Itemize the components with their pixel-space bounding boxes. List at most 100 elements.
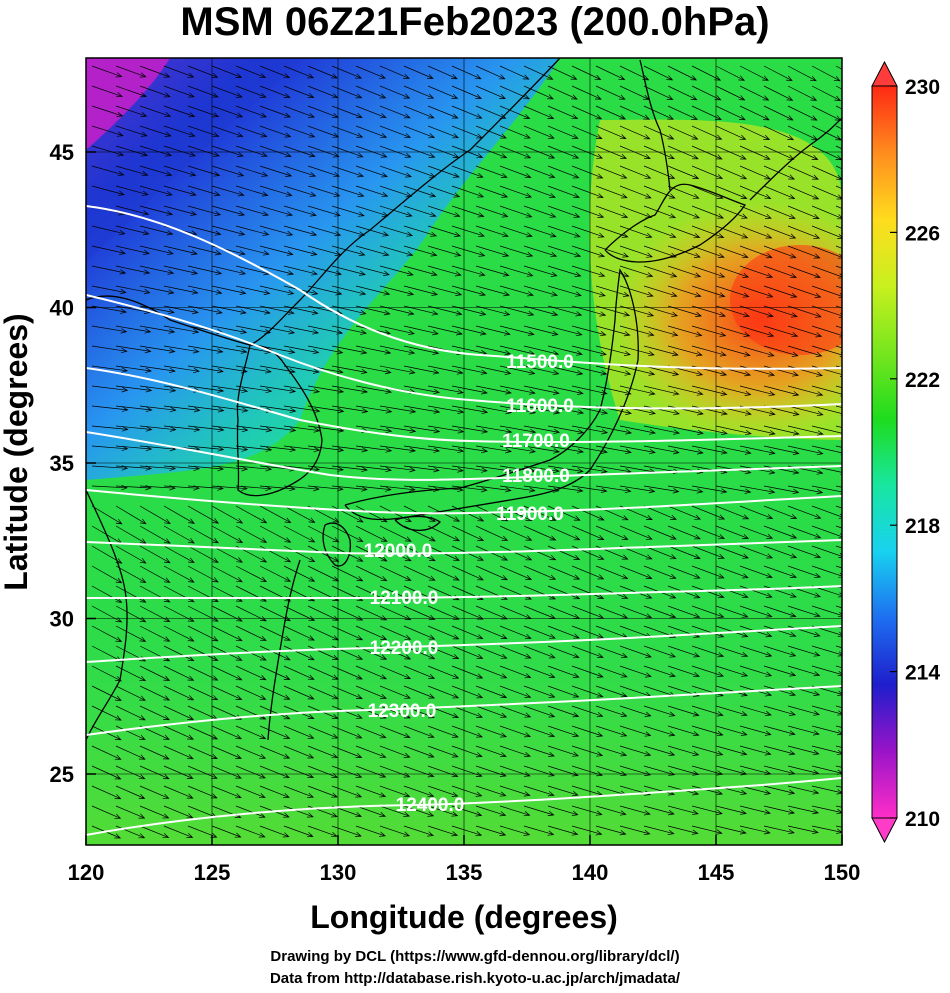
- wind-arrow: [523, 165, 556, 179]
- wind-arrow: [547, 665, 580, 678]
- wind-arrow: [547, 345, 583, 356]
- wind-arrow: [691, 245, 725, 258]
- wind-arrow: [763, 645, 797, 657]
- wind-arrow: [235, 305, 271, 315]
- wind-arrow: [619, 725, 652, 737]
- wind-arrow: [715, 545, 749, 559]
- wind-arrow: [427, 465, 464, 473]
- wind-arrow: [523, 285, 558, 297]
- wind-arrow: [835, 805, 842, 808]
- wind-arrow: [307, 765, 339, 778]
- wind-arrow: [475, 205, 509, 218]
- wind-arrow: [331, 205, 365, 217]
- wind-arrow: [355, 205, 389, 217]
- contour-line: [86, 625, 842, 663]
- wind-arrow: [139, 665, 171, 681]
- wind-arrow: [211, 565, 243, 583]
- wind-arrow: [379, 705, 411, 719]
- wind-arrow: [499, 485, 536, 493]
- wind-arrow: [571, 705, 604, 718]
- coast-eurasia: [86, 58, 561, 346]
- wind-arrow: [187, 465, 225, 472]
- wind-arrow: [379, 265, 414, 277]
- wind-arrow: [163, 285, 199, 295]
- wind-arrow: [379, 105, 411, 119]
- wind-arrow: [571, 565, 605, 580]
- wind-arrow: [115, 445, 153, 452]
- wind-arrow: [499, 745, 531, 757]
- wind-arrow: [643, 385, 680, 396]
- wind-arrow: [475, 285, 511, 297]
- wind-arrow: [739, 445, 776, 455]
- wind-arrow: [763, 685, 797, 697]
- wind-arrow: [451, 65, 482, 80]
- wind-arrow: [139, 145, 173, 157]
- wind-arrow: [787, 225, 821, 239]
- x-tick-label: 150: [824, 860, 861, 885]
- wind-arrow: [427, 365, 464, 375]
- wind-arrow: [115, 105, 148, 117]
- wind-arrow: [715, 485, 752, 494]
- coast-korea: [236, 344, 323, 497]
- wind-arrow: [475, 745, 507, 758]
- wind-arrow: [619, 665, 652, 678]
- wind-arrow: [499, 525, 533, 541]
- wind-arrow: [235, 805, 266, 818]
- wind-arrow: [763, 225, 797, 239]
- wind-arrow: [211, 65, 243, 78]
- wind-arrow: [475, 805, 507, 817]
- wind-arrow: [571, 365, 608, 376]
- wind-arrow: [475, 165, 508, 178]
- wind-arrow: [571, 645, 604, 659]
- wind-arrow: [739, 705, 772, 717]
- wind-arrow: [427, 725, 459, 738]
- wind-arrow: [451, 745, 483, 758]
- wind-arrow: [499, 725, 532, 738]
- wind-arrow: [403, 185, 437, 198]
- wind-arrow: [667, 745, 700, 756]
- wind-arrow: [451, 325, 487, 336]
- wind-arrow: [91, 745, 122, 760]
- wind-arrow: [475, 185, 509, 198]
- wind-arrow: [451, 85, 483, 99]
- contour-line: [86, 431, 842, 481]
- wind-arrow: [403, 725, 435, 738]
- wind-arrow: [283, 765, 315, 779]
- wind-arrow: [163, 245, 198, 256]
- wind-arrow: [643, 445, 680, 455]
- wind-arrow: [163, 825, 194, 838]
- wind-arrow: [403, 425, 441, 434]
- wind-arrow: [691, 605, 725, 618]
- wind-arrow: [355, 825, 386, 837]
- wind-arrow: [499, 685, 532, 698]
- wind-arrow: [379, 125, 412, 139]
- wind-arrow: [523, 365, 560, 376]
- wind-arrow: [619, 185, 652, 199]
- wind-arrow: [547, 825, 579, 836]
- wind-arrow: [715, 805, 747, 815]
- wind-arrow: [331, 285, 367, 296]
- wind-arrow: [283, 105, 315, 118]
- wind-arrow: [451, 725, 483, 738]
- wind-arrow: [139, 125, 172, 137]
- wind-arrow: [619, 445, 656, 455]
- wind-arrow: [259, 385, 297, 394]
- wind-arrow: [523, 805, 555, 816]
- wind-arrow: [643, 605, 677, 619]
- colorbar-bar: [871, 85, 898, 819]
- wind-arrow: [451, 285, 487, 297]
- wind-arrow: [115, 525, 147, 544]
- wind-arrow: [307, 165, 341, 178]
- wind-arrow: [811, 805, 842, 815]
- wind-arrow: [139, 625, 171, 642]
- wind-arrow: [427, 165, 460, 178]
- wind-arrow: [235, 485, 272, 492]
- wind-arrow: [91, 285, 127, 295]
- wind-arrow: [475, 625, 508, 639]
- colorbar-tick-label: 230: [905, 76, 940, 99]
- wind-arrow: [691, 565, 725, 579]
- wind-arrow: [115, 325, 152, 334]
- wind-arrow: [787, 145, 819, 160]
- wind-arrow: [763, 665, 797, 677]
- wind-arrow: [499, 625, 532, 639]
